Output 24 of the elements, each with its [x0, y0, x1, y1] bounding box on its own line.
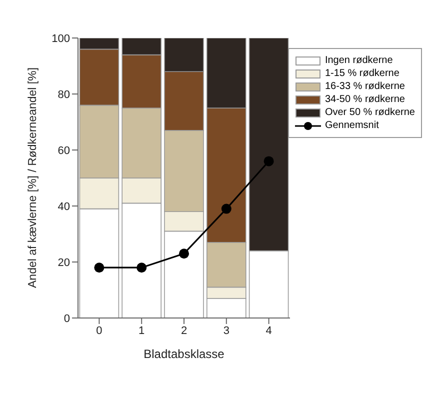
y-tick-label: 20: [58, 256, 70, 269]
point: [136, 262, 147, 273]
x-tick-label: 1: [138, 324, 145, 337]
point: [94, 262, 104, 273]
y-tick-label: 80: [58, 88, 70, 101]
legend-label: 16-33 % rødkerne: [324, 81, 405, 92]
y-tick-label: 0: [64, 312, 70, 325]
x-tick-label: 4: [266, 324, 272, 337]
y-tick-label: 60: [58, 144, 70, 157]
point: [221, 204, 232, 214]
legend-label: Gennemsnit: [324, 120, 379, 131]
point: [264, 156, 274, 166]
legend-label: Ingen rødkerne: [324, 55, 393, 66]
legend-label: 34-50 % rødkerne: [324, 94, 405, 105]
y-tick-label: 40: [58, 200, 70, 213]
x-tick-label: 3: [223, 324, 230, 337]
y-tick-label: 100: [52, 32, 70, 45]
x-tick-label: 2: [180, 324, 188, 337]
x-tick-label: 0: [96, 324, 102, 337]
legend-label: 1-15 % rødkerne: [324, 68, 400, 79]
x-axis-title: Bladtabsklasse: [144, 347, 225, 361]
legend-label: Over 50 % rødkerne: [324, 107, 415, 118]
y-axis-title: Andel af kævlerne [%] / Rødkerneandel [%]: [27, 67, 40, 288]
point: [179, 248, 189, 259]
